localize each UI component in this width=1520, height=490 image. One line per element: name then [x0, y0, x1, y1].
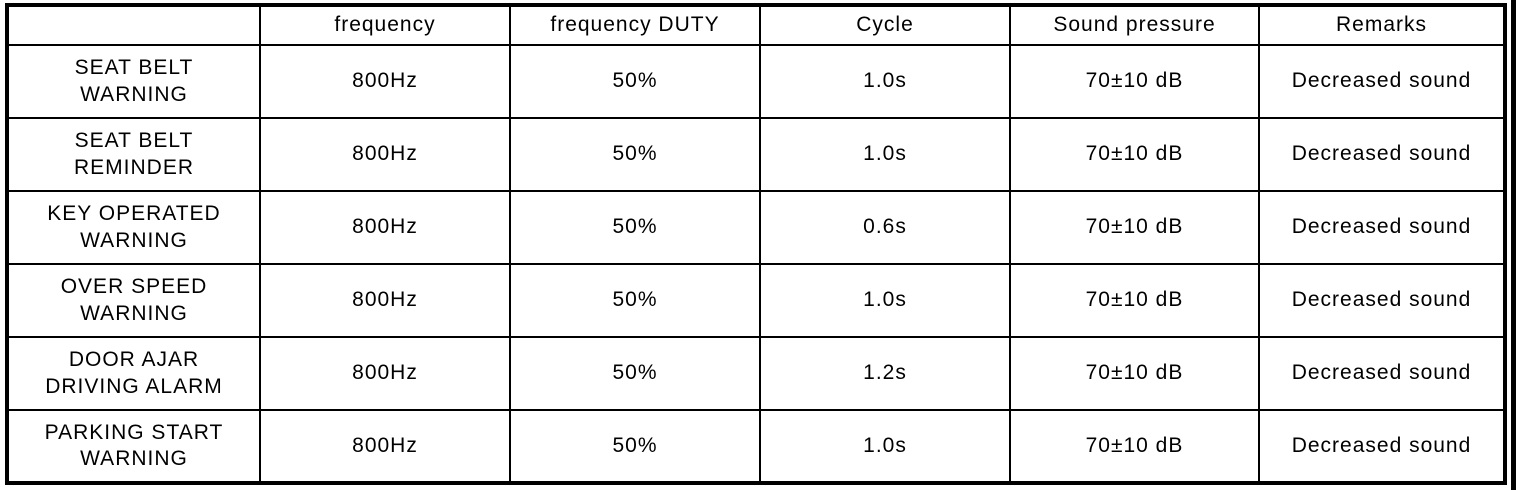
row-label: KEY OPERATED WARNING: [6, 190, 261, 265]
table-row-key-operated-warning: KEY OPERATED WARNING 800Hz 50% 0.6s 70±1…: [6, 190, 1506, 265]
table-header-row: frequency frequency DUTY Cycle Sound pre…: [6, 4, 1506, 46]
table-row-seat-belt-reminder: SEAT BELT REMINDER 800Hz 50% 1.0s 70±10 …: [6, 117, 1506, 192]
remarks-cell: Decreased sound: [1258, 263, 1506, 338]
remarks-cell: Decreased sound: [1258, 409, 1506, 484]
sound-pressure-cell: 70±10 dB: [1009, 263, 1260, 338]
frequency-cell: 800Hz: [259, 117, 511, 192]
frequency-cell: 800Hz: [259, 336, 511, 411]
table-row-over-speed-warning: OVER SPEED WARNING 800Hz 50% 1.0s 70±10 …: [6, 263, 1506, 338]
frequency-cell: 800Hz: [259, 263, 511, 338]
frequency-duty-cell: 50%: [509, 190, 761, 265]
frequency-cell: 800Hz: [259, 190, 511, 265]
warning-buzzer-spec-table: frequency frequency DUTY Cycle Sound pre…: [5, 3, 1507, 485]
page-edge-line: [1511, 0, 1516, 490]
frequency-cell: 800Hz: [259, 44, 511, 119]
frequency-duty-cell: 50%: [509, 336, 761, 411]
sound-pressure-cell: 70±10 dB: [1009, 190, 1260, 265]
cycle-cell: 1.0s: [759, 117, 1011, 192]
sound-pressure-cell: 70±10 dB: [1009, 117, 1260, 192]
row-label: SEAT BELT REMINDER: [6, 117, 261, 192]
header-cell-frequency: frequency: [259, 4, 511, 46]
remarks-cell: Decreased sound: [1258, 336, 1506, 411]
sound-pressure-cell: 70±10 dB: [1009, 409, 1260, 484]
remarks-cell: Decreased sound: [1258, 190, 1506, 265]
sound-pressure-cell: 70±10 dB: [1009, 336, 1260, 411]
sound-pressure-cell: 70±10 dB: [1009, 44, 1260, 119]
frequency-duty-cell: 50%: [509, 117, 761, 192]
cycle-cell: 0.6s: [759, 190, 1011, 265]
table-row-door-ajar-driving-alarm: DOOR AJAR DRIVING ALARM 800Hz 50% 1.2s 7…: [6, 336, 1506, 411]
cycle-cell: 1.0s: [759, 409, 1011, 484]
header-cell-cycle: Cycle: [759, 4, 1011, 46]
cycle-cell: 1.0s: [759, 263, 1011, 338]
frequency-duty-cell: 50%: [509, 44, 761, 119]
table-row-seat-belt-warning: SEAT BELT WARNING 800Hz 50% 1.0s 70±10 d…: [6, 44, 1506, 119]
header-cell-sound-pressure: Sound pressure: [1009, 4, 1260, 46]
remarks-cell: Decreased sound: [1258, 117, 1506, 192]
header-cell-remarks: Remarks: [1258, 4, 1506, 46]
row-label: SEAT BELT WARNING: [6, 44, 261, 119]
row-label: OVER SPEED WARNING: [6, 263, 261, 338]
cycle-cell: 1.2s: [759, 336, 1011, 411]
row-label: DOOR AJAR DRIVING ALARM: [6, 336, 261, 411]
header-cell-frequency-duty: frequency DUTY: [509, 4, 761, 46]
frequency-cell: 800Hz: [259, 409, 511, 484]
table-row-parking-start-warning: PARKING START WARNING 800Hz 50% 1.0s 70±…: [6, 409, 1506, 484]
frequency-duty-cell: 50%: [509, 409, 761, 484]
remarks-cell: Decreased sound: [1258, 44, 1506, 119]
row-label: PARKING START WARNING: [6, 409, 261, 484]
frequency-duty-cell: 50%: [509, 263, 761, 338]
header-cell-blank: [6, 4, 261, 46]
cycle-cell: 1.0s: [759, 44, 1011, 119]
